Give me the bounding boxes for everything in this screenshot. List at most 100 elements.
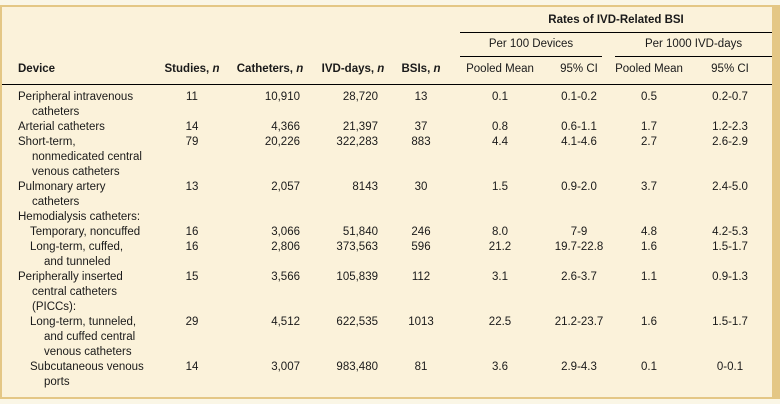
column-header-row: Device Studies, n Catheters, n IVD-days,… bbox=[2, 57, 773, 85]
pooled-mean-100-cell: 0.1 bbox=[492, 91, 508, 103]
table-row: Peripheral intravenous catheters 11 10,9… bbox=[2, 85, 772, 121]
ivd-days-cell: 622,535 bbox=[336, 316, 378, 328]
spanner-title: Rates of IVD-Related BSI bbox=[548, 14, 684, 26]
column-header-ivd-days: IVD-days, n bbox=[316, 57, 390, 85]
pooled-mean-1000-cell bbox=[610, 210, 688, 225]
bsis-cell: 1013 bbox=[408, 316, 434, 328]
pooled-mean-100-cell: 0.8 bbox=[492, 121, 508, 133]
bsis-cell bbox=[390, 210, 452, 225]
catheters-cell: 3,066 bbox=[271, 226, 300, 238]
ivd-days-cell bbox=[316, 210, 390, 225]
ci-100-cell: 2.9-4.3 bbox=[561, 361, 597, 373]
pooled-mean-1000-cell: 0.1 bbox=[641, 361, 657, 373]
catheters-cell: 3,566 bbox=[271, 271, 300, 283]
studies-cell: 29 bbox=[185, 316, 199, 328]
ci-1000-cell: 2.4-5.0 bbox=[712, 181, 748, 193]
catheters-cell: 20,226 bbox=[264, 136, 300, 148]
studies-cell: 16 bbox=[185, 241, 199, 253]
pooled-mean-100-cell: 3.1 bbox=[492, 271, 508, 283]
column-header-ci-100: 95% CI bbox=[548, 57, 610, 85]
device-cell: Peripheral intravenous catheters bbox=[18, 91, 134, 118]
ci-1000-cell: 1.5-1.7 bbox=[712, 241, 748, 253]
ci-1000-cell: 2.6-2.9 bbox=[712, 136, 748, 148]
pooled-mean-1000-cell: 4.8 bbox=[641, 226, 657, 238]
ci-1000-cell: 0-0.1 bbox=[716, 361, 744, 373]
column-header-ci-1000: 95% CI bbox=[688, 57, 773, 85]
ivd-days-cell: 105,839 bbox=[336, 271, 378, 283]
table-row: Long-term, cuffed, and tunneled 16 2,806… bbox=[2, 240, 772, 270]
ci-1000-cell: 0.2-0.7 bbox=[712, 91, 748, 103]
ci-1000-cell: 4.2-5.3 bbox=[712, 226, 748, 238]
column-header-bsis: BSIs, n bbox=[390, 57, 452, 85]
studies-cell: 13 bbox=[185, 181, 199, 193]
table-row: Subcutaneous venous ports 14 3,007 983,4… bbox=[2, 360, 772, 390]
catheters-cell: 10,910 bbox=[264, 91, 300, 103]
table-frame: Rates of IVD-Related BSI Per 100 Devices… bbox=[0, 5, 780, 399]
device-cell: Arterial catheters bbox=[18, 121, 105, 133]
device-cell: Pulmonary artery catheters bbox=[18, 181, 106, 208]
column-header-pooled-mean-1000: Pooled Mean bbox=[610, 57, 688, 85]
ci-1000-cell: 0.9-1.3 bbox=[712, 271, 748, 283]
ci-1000-cell bbox=[688, 210, 772, 225]
device-cell: Peripherally inserted central catheters … bbox=[18, 271, 123, 313]
table-row: Pulmonary artery catheters 13 2,057 8143… bbox=[2, 180, 772, 210]
bsis-cell: 596 bbox=[411, 241, 431, 253]
catheters-cell: 4,512 bbox=[271, 316, 300, 328]
subgroup-per-1000-ivd-days: Per 1000 IVD-days bbox=[610, 33, 773, 57]
column-header-pooled-mean-100: Pooled Mean bbox=[452, 57, 548, 85]
ivd-days-cell: 28,720 bbox=[342, 91, 378, 103]
table-row: Hemodialysis catheters: bbox=[2, 210, 772, 225]
column-header-catheters: Catheters, n bbox=[224, 57, 316, 85]
pooled-mean-1000-cell: 2.7 bbox=[641, 136, 657, 148]
ci-100-cell: 21.2-23.7 bbox=[554, 316, 604, 328]
table-row: Long-term, tunneled, and cuffed central … bbox=[2, 315, 772, 360]
device-cell: Temporary, noncuffed bbox=[30, 226, 141, 238]
device-cell: Long-term, cuffed, and tunneled bbox=[30, 241, 124, 268]
column-header-studies: Studies, n bbox=[160, 57, 224, 85]
pooled-mean-1000-cell: 1.7 bbox=[641, 121, 657, 133]
ivd-days-cell: 21,397 bbox=[342, 121, 378, 133]
bsis-cell: 37 bbox=[414, 121, 428, 133]
ivd-days-cell: 983,480 bbox=[336, 361, 378, 373]
table-row: Short-term, nonmedicated central venous … bbox=[2, 135, 772, 180]
subgroup-per-100-devices: Per 100 Devices bbox=[452, 33, 610, 57]
subgroup-spacer bbox=[2, 33, 452, 57]
pooled-mean-100-cell bbox=[452, 210, 548, 225]
pooled-mean-100-cell: 8.0 bbox=[492, 226, 508, 238]
ci-100-cell: 19.7-22.8 bbox=[554, 241, 604, 253]
device-cell: Subcutaneous venous ports bbox=[30, 361, 144, 388]
ivd-days-cell: 322,283 bbox=[336, 136, 378, 148]
table-row: Peripherally inserted central catheters … bbox=[2, 270, 772, 315]
spanner-spacer bbox=[2, 7, 452, 33]
ci-1000-cell: 1.2-2.3 bbox=[712, 121, 748, 133]
pooled-mean-1000-cell: 0.5 bbox=[641, 91, 657, 103]
ci-100-cell: 4.1-4.6 bbox=[561, 136, 597, 148]
ci-100-cell: 0.1-0.2 bbox=[561, 91, 597, 103]
pooled-mean-100-cell: 22.5 bbox=[488, 316, 512, 328]
catheters-cell: 4,366 bbox=[271, 121, 300, 133]
ci-100-cell bbox=[548, 210, 610, 225]
pooled-mean-1000-cell: 3.7 bbox=[641, 181, 657, 193]
ivd-bsi-rates-table: Rates of IVD-Related BSI Per 100 Devices… bbox=[2, 7, 773, 390]
bsis-cell: 883 bbox=[411, 136, 431, 148]
studies-cell: 79 bbox=[185, 136, 199, 148]
ivd-days-cell: 51,840 bbox=[342, 226, 378, 238]
catheters-cell: 2,057 bbox=[271, 181, 300, 193]
device-cell: Hemodialysis catheters: bbox=[18, 211, 141, 223]
bsis-cell: 13 bbox=[414, 91, 428, 103]
device-cell: Short-term, nonmedicated central venous … bbox=[18, 136, 142, 178]
pooled-mean-1000-cell: 1.1 bbox=[641, 271, 657, 283]
column-header-device: Device bbox=[2, 57, 160, 85]
ci-100-cell: 2.6-3.7 bbox=[561, 271, 597, 283]
studies-cell: 14 bbox=[185, 361, 199, 373]
bsis-cell: 81 bbox=[414, 361, 428, 373]
pooled-mean-100-cell: 1.5 bbox=[492, 181, 508, 193]
table-row: Temporary, noncuffed 16 3,066 51,840 246… bbox=[2, 225, 772, 240]
catheters-cell bbox=[224, 210, 316, 225]
pooled-mean-1000-cell: 1.6 bbox=[641, 316, 657, 328]
catheters-cell: 3,007 bbox=[271, 361, 300, 373]
studies-cell: 14 bbox=[185, 121, 199, 133]
ivd-days-cell: 373,563 bbox=[336, 241, 378, 253]
studies-cell bbox=[160, 210, 224, 225]
pooled-mean-100-cell: 4.4 bbox=[492, 136, 508, 148]
